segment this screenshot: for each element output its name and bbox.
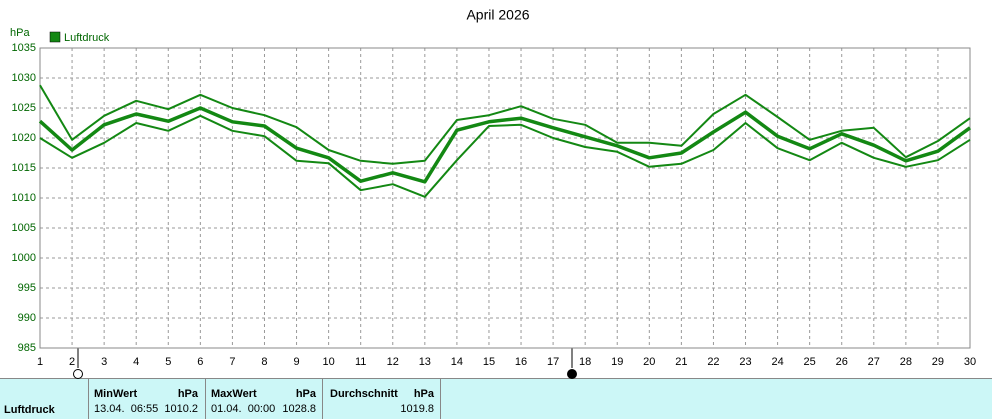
footer-value: 1019.8 — [400, 403, 434, 415]
x-tick-label: 30 — [964, 356, 976, 368]
line-max — [39, 84, 971, 165]
x-tick-label: 9 — [293, 356, 299, 368]
y-tick-label: 1025 — [12, 102, 36, 114]
x-tick-label: 24 — [771, 356, 783, 368]
plot-frame — [39, 47, 971, 349]
footer-unit: hPa — [178, 388, 199, 400]
footer-value: 1028.8 — [282, 403, 316, 415]
y-tick-label: 1030 — [12, 72, 36, 84]
x-tick-label: 7 — [229, 356, 235, 368]
x-tick-label: 14 — [451, 356, 463, 368]
footer-time: 01.04. 00:00 — [211, 403, 275, 415]
y-tick-label: 995 — [18, 282, 36, 294]
footer-unit: hPa — [414, 388, 435, 400]
x-tick-label: 10 — [322, 356, 334, 368]
x-tick-label: 17 — [547, 356, 559, 368]
x-tick-label: 8 — [261, 356, 267, 368]
x-tick-label: 3 — [101, 356, 107, 368]
legend-swatch — [49, 31, 61, 43]
line-values — [38, 106, 972, 184]
footer-unit: hPa — [296, 388, 317, 400]
y-tick-label: 1020 — [12, 132, 36, 144]
y-tick-label: 1015 — [12, 162, 36, 174]
x-tick-label: 19 — [611, 356, 623, 368]
footer-title: MinWert — [94, 388, 138, 400]
y-tick-label: 1000 — [12, 252, 36, 264]
y-tick-label: 1010 — [12, 192, 36, 204]
x-tick-label: 5 — [165, 356, 171, 368]
footer-title: MaxWert — [211, 388, 257, 400]
x-tick-label: 20 — [643, 356, 655, 368]
y-axis-label: hPa — [10, 27, 30, 39]
x-tick-label: 15 — [483, 356, 495, 368]
x-tick-label: 16 — [515, 356, 527, 368]
footer-time: 13.04. 06:55 — [94, 403, 158, 415]
x-tick-label: 4 — [133, 356, 139, 368]
y-tick-label: 1035 — [12, 42, 36, 54]
footer-title: Durchschnitt — [330, 388, 398, 400]
x-tick-label: 1 — [37, 356, 43, 368]
x-tick-label: 22 — [707, 356, 719, 368]
x-tick-label: 27 — [868, 356, 880, 368]
footer-value: 1010.2 — [164, 403, 198, 415]
chart-title: April 2026 — [466, 7, 529, 23]
legend-label: Luftdruck — [64, 32, 110, 44]
y-tick-label: 985 — [18, 342, 36, 354]
x-tick-label: 11 — [355, 356, 366, 368]
x-tick-label: 18 — [579, 356, 591, 368]
x-tick-label: 28 — [900, 356, 912, 368]
x-tick-label: 23 — [739, 356, 751, 368]
y-tick-label: 1005 — [12, 222, 36, 234]
x-tick-label: 6 — [197, 356, 203, 368]
x-tick-label: 29 — [932, 356, 944, 368]
moon-icon — [73, 369, 83, 379]
x-tick-label: 26 — [836, 356, 848, 368]
line-min — [39, 114, 971, 198]
x-tick-label: 12 — [387, 356, 399, 368]
footer-borders — [0, 378, 992, 419]
x-tick-label: 21 — [675, 356, 687, 368]
moon-icon — [567, 369, 577, 379]
x-tick-label: 2 — [69, 356, 75, 368]
footer-row-label: Luftdruck — [4, 404, 56, 416]
x-tick-label: 25 — [804, 356, 816, 368]
x-tick-label: 13 — [419, 356, 431, 368]
footer-bg — [0, 378, 992, 419]
y-tick-label: 990 — [18, 312, 36, 324]
